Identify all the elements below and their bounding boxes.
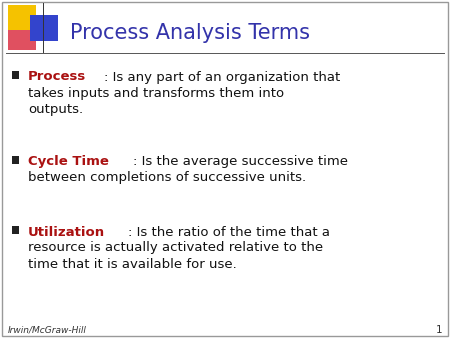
Text: : Is the average successive time: : Is the average successive time bbox=[133, 155, 348, 169]
Text: resource is actually activated relative to the: resource is actually activated relative … bbox=[28, 241, 323, 255]
Bar bbox=[12, 156, 19, 164]
Text: Utilization: Utilization bbox=[28, 225, 105, 239]
Text: takes inputs and transforms them into: takes inputs and transforms them into bbox=[28, 87, 284, 99]
Text: between completions of successive units.: between completions of successive units. bbox=[28, 171, 306, 185]
Text: time that it is available for use.: time that it is available for use. bbox=[28, 258, 237, 270]
Text: Process Analysis Terms: Process Analysis Terms bbox=[70, 23, 310, 43]
Bar bbox=[8, 5, 36, 31]
Text: Irwin/McGraw-Hill: Irwin/McGraw-Hill bbox=[8, 325, 87, 335]
FancyBboxPatch shape bbox=[2, 2, 448, 336]
Text: : Is any part of an organization that: : Is any part of an organization that bbox=[104, 71, 340, 83]
Text: : Is the ratio of the time that a: : Is the ratio of the time that a bbox=[128, 225, 330, 239]
Text: Process: Process bbox=[28, 71, 86, 83]
Bar bbox=[30, 15, 58, 41]
Bar bbox=[8, 30, 36, 50]
Text: 1: 1 bbox=[436, 325, 442, 335]
Text: Cycle Time: Cycle Time bbox=[28, 155, 109, 169]
Bar bbox=[12, 71, 19, 79]
Text: outputs.: outputs. bbox=[28, 102, 83, 116]
Bar bbox=[12, 226, 19, 234]
